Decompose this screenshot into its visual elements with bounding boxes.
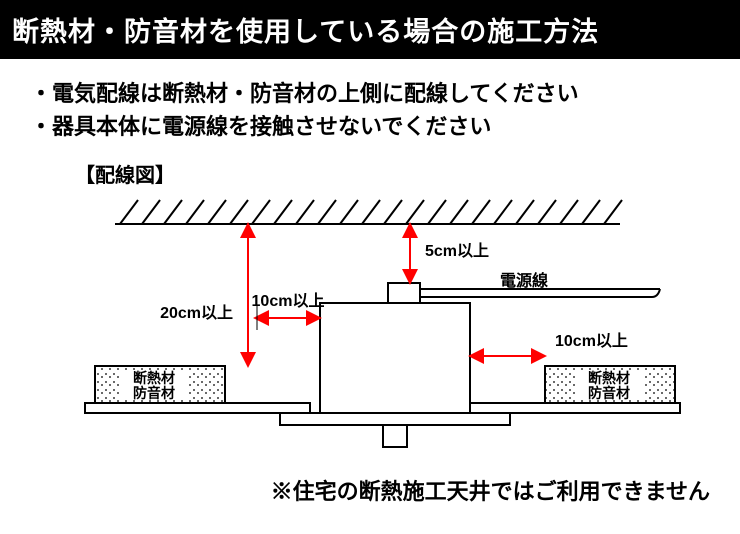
footnote: ※住宅の断熱施工天井ではご利用できません — [0, 474, 740, 506]
insulation-right-line1: 断熱材 — [588, 370, 630, 386]
bullet-1: ・電気配線は断熱材・防音材の上側に配線してください — [30, 77, 710, 110]
header-title: 断熱材・防音材を使用している場合の施工方法 — [12, 17, 599, 47]
label-10cm-right: 10cm以上 — [555, 332, 628, 350]
bullet-2: ・器具本体に電源線を接触させないでください — [30, 110, 710, 143]
wiring-diagram: 断熱材 防音材 断熱材 防音材 20cm以上 5cm以上 10cm以上 電源線 … — [0, 188, 740, 468]
insulation-left-line1: 断熱材 — [133, 370, 175, 386]
insulation-right-line2: 防音材 — [588, 385, 630, 401]
instruction-bullets: ・電気配線は断熱材・防音材の上側に配線してください ・器具本体に電源線を接触させ… — [0, 59, 740, 155]
diagram-title: 【配線図】 — [75, 159, 740, 188]
label-20cm: 20cm以上 — [160, 304, 233, 322]
insulation-left-line2: 防音材 — [133, 385, 175, 401]
label-5cm: 5cm以上 — [425, 242, 489, 260]
label-power-line: 電源線 — [500, 271, 548, 290]
label-10cm-left: 10cm以上 — [252, 292, 325, 310]
header-bar: 断熱材・防音材を使用している場合の施工方法 — [0, 0, 740, 59]
